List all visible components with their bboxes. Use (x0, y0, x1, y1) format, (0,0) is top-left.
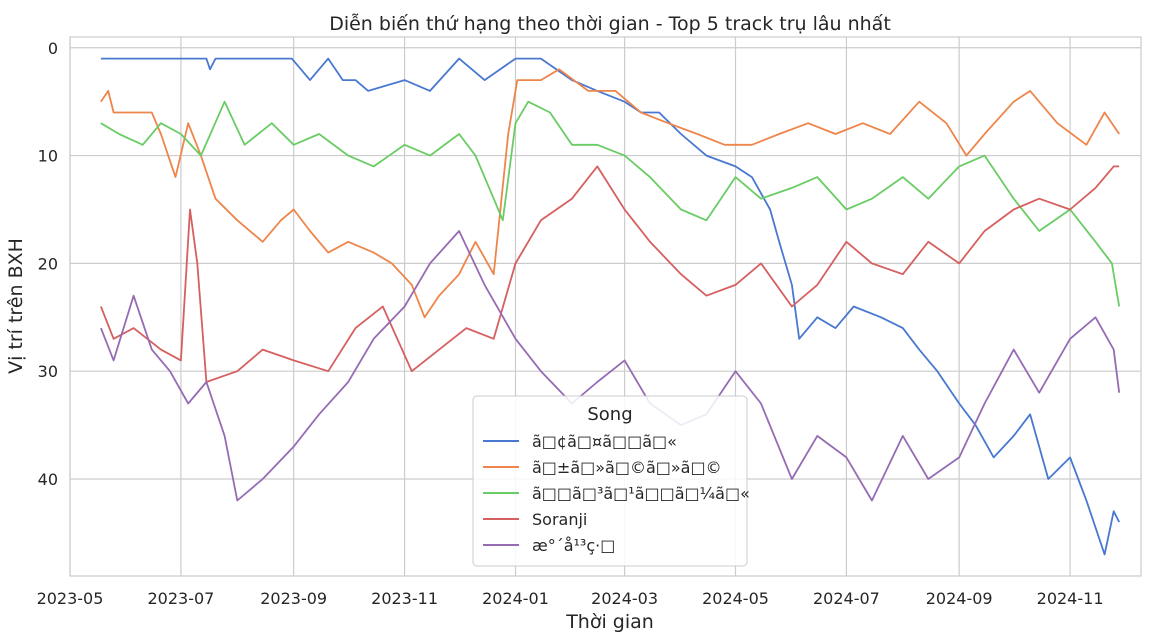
x-tick-label: 2024-09 (926, 589, 993, 608)
legend-entry-label: ã□¢ã□¤ã□□ã□« (532, 432, 677, 451)
y-tick-label: 20 (38, 254, 58, 273)
plot-frame (69, 36, 1142, 577)
chart-title: Diễn biến thứ hạng theo thời gian - Top … (329, 12, 891, 35)
series-line-2 (100, 68, 1120, 319)
y-tick-label: 40 (38, 470, 58, 489)
series-line-4 (100, 165, 1120, 383)
series-layer (100, 57, 1121, 556)
y-axis-label: Vị trí trên BXH (5, 238, 27, 374)
y-tick-label: 30 (38, 362, 58, 381)
x-tick-label: 2024-03 (591, 589, 658, 608)
series-line-1 (100, 57, 1121, 556)
series-line-3 (100, 100, 1121, 307)
legend-entry-label: Soranji (532, 510, 587, 529)
x-tick-label: 2024-05 (702, 589, 769, 608)
x-tick-label: 2023-07 (147, 589, 214, 608)
x-tick-label: 2024-07 (813, 589, 880, 608)
legend-entries: ã□¢ã□¤ã□□ã□« ã□±ã□»ã□©ã□»ã□© ã□□ã□³ã□¹ã□□ã… (483, 432, 750, 555)
legend-entry-label: ã□±ã□»ã□©ã□»ã□© (532, 458, 722, 477)
x-axis-ticks: 2023-05 2023-07 2023-09 2023-11 2024-01 2024-… (37, 589, 1104, 608)
legend-title: Song (587, 404, 632, 425)
legend: Song ã□¢ã□¤ã□□ã□« ã□±ã□»ã□©ã□»ã□© ã□□ã□³ã□… (472, 395, 750, 567)
y-axis-ticks: 0 10 20 30 40 (38, 39, 58, 489)
x-tick-label: 2024-11 (1037, 589, 1104, 608)
y-tick-label: 0 (48, 39, 58, 58)
y-tick-label: 10 (38, 147, 58, 166)
x-tick-label: 2023-11 (371, 589, 438, 608)
x-tick-label: 2023-09 (260, 589, 327, 608)
legend-entry-label: æ°´å¹³ç·□ (532, 536, 615, 555)
series-line-5 (100, 230, 1121, 502)
legend-box (472, 395, 748, 567)
x-axis-label: Thời gian (565, 611, 654, 633)
legend-entry-label: ã□□ã□³ã□¹ã□□ã□¼ã□« (532, 484, 750, 503)
x-tick-label: 2023-05 (37, 589, 104, 608)
x-tick-label: 2024-01 (482, 589, 549, 608)
